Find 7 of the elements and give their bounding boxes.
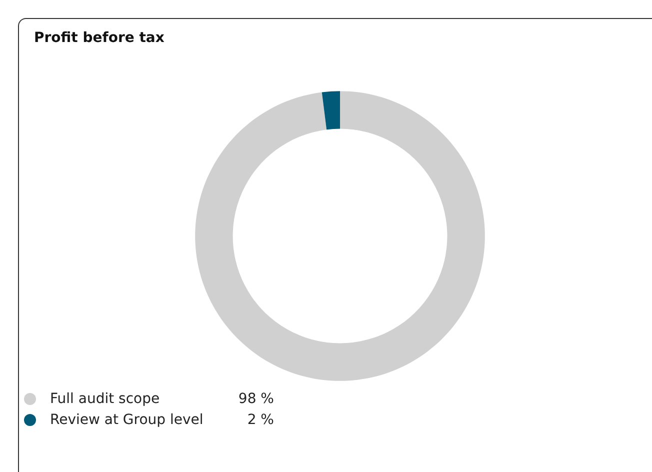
donut-slice bbox=[195, 91, 485, 381]
chart-title: Profit before tax bbox=[34, 30, 164, 46]
data-label: 98 % bbox=[237, 390, 274, 406]
legend-label: Review at Group level bbox=[50, 412, 204, 428]
data-label: 2 % bbox=[246, 412, 274, 428]
legend-label: Full audit scope bbox=[50, 390, 161, 406]
donut-slice bbox=[322, 91, 340, 130]
